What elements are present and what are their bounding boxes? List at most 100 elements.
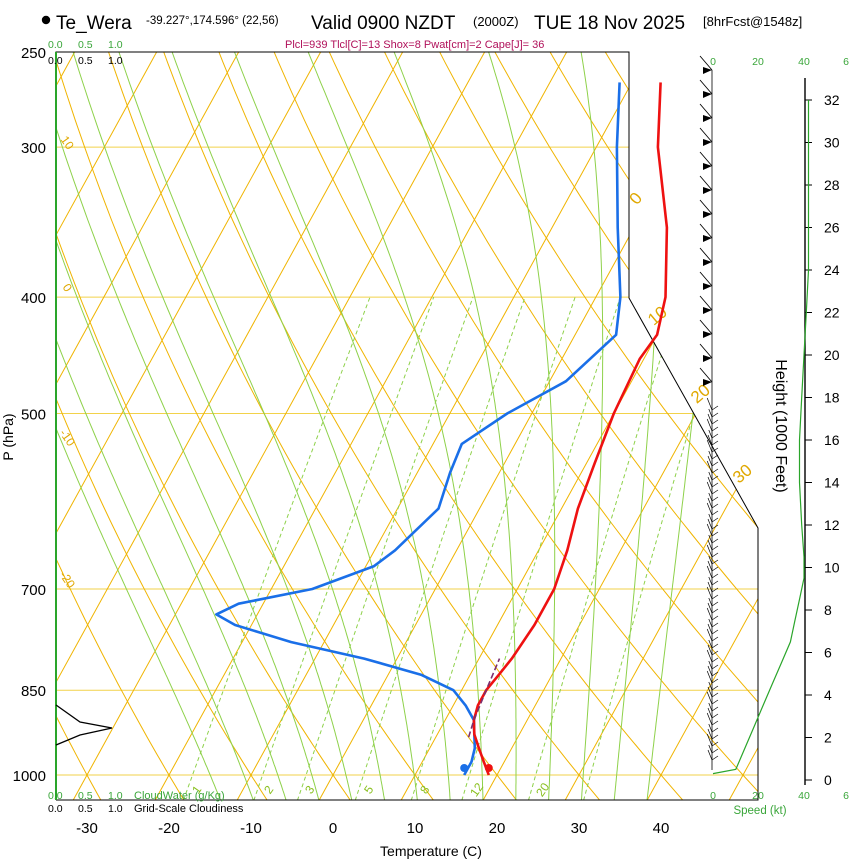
wind-barb	[708, 618, 719, 628]
wind-barb	[706, 649, 719, 663]
isotherm-label: 10	[644, 302, 671, 329]
pressure-tick-250: 250	[21, 45, 46, 62]
isotherm-line	[154, 52, 579, 800]
svg-text:1.0: 1.0	[108, 39, 123, 51]
pressure-axis-title: P (hPa)	[0, 413, 16, 460]
isotherm-line	[318, 52, 743, 800]
wind-barb	[708, 681, 719, 691]
wind-barb	[699, 295, 713, 314]
height-tick-label: 6	[824, 645, 832, 661]
svg-text:40: 40	[798, 790, 810, 802]
height-tick-label: 30	[824, 135, 840, 151]
temperature-tick: -10	[240, 820, 262, 837]
height-tick-label: 0	[824, 772, 832, 788]
moist-adiabat	[66, 52, 353, 800]
wind-barb	[699, 367, 713, 386]
svg-text:0.0: 0.0	[48, 790, 63, 802]
wind-barb	[708, 660, 719, 670]
height-tick-label: 12	[824, 517, 840, 533]
wind-barb	[707, 518, 719, 530]
wind-barb	[708, 744, 719, 754]
pressure-tick-700: 700	[21, 582, 46, 599]
parcel-trace	[467, 658, 501, 738]
moist-adiabat	[613, 52, 663, 800]
wind-barb	[708, 513, 719, 523]
moist-adiabat	[56, 52, 222, 800]
wind-barb	[707, 707, 719, 719]
wind-barb	[706, 460, 719, 474]
isotherm-label: -10	[57, 427, 79, 450]
wind-barb	[707, 560, 719, 572]
cloud-scale-top: 0.0 0.5 1.0 0.0 0.5 1.0	[48, 39, 123, 67]
temperature-tick: 20	[489, 820, 506, 837]
dewpoint-trace	[215, 82, 622, 776]
svg-text:0.5: 0.5	[78, 790, 93, 802]
pressure-tick-850: 850	[21, 683, 46, 700]
height-tick-label: 18	[824, 390, 840, 406]
dry-adiabat	[56, 52, 435, 800]
wind-barb	[708, 723, 719, 733]
wind-barb	[706, 481, 719, 495]
moist-adiabat	[385, 52, 517, 800]
isotherm-line	[56, 52, 169, 800]
temperature-tick: 40	[653, 820, 670, 837]
svg-text:0.0: 0.0	[48, 803, 63, 815]
moist-adiabat	[56, 52, 254, 800]
isotherm-label: 20	[687, 380, 714, 407]
dry-adiabat	[210, 52, 684, 800]
speed-axis-title: Speed (kt)	[733, 805, 786, 817]
dry-adiabat	[373, 52, 758, 800]
temperature-tick: 10	[407, 820, 424, 837]
temperature-tick: -30	[76, 820, 98, 837]
dry-adiabat	[101, 52, 518, 800]
moist-adiabat	[481, 52, 556, 800]
wind-barb	[707, 749, 719, 761]
wind-barb	[699, 55, 713, 74]
wind-barb	[708, 408, 719, 418]
speed-scale-top: 0 20 40 6	[710, 56, 849, 68]
wind-barb	[708, 534, 719, 544]
svg-text:0.0: 0.0	[48, 39, 63, 51]
wind-barb	[707, 455, 719, 467]
isotherm-line	[482, 52, 758, 800]
wind-barb	[699, 151, 713, 170]
dry-adiabat	[56, 52, 351, 800]
wind-barb	[699, 271, 713, 290]
wind-barb	[707, 665, 719, 677]
wind-barb	[699, 319, 713, 338]
mixing-ratio-line	[527, 296, 681, 800]
isotherm-line	[56, 52, 333, 800]
plot-frame	[55, 51, 759, 801]
dry-adiabat	[482, 52, 758, 800]
moist-adiabat	[56, 52, 287, 800]
wind-barb	[706, 628, 719, 642]
height-tick-label: 2	[824, 730, 832, 746]
valid-time: Valid 0900 NZDT	[311, 13, 456, 34]
wind-barb	[708, 471, 719, 481]
pressure-tick-1000: 1000	[13, 768, 46, 785]
svg-text:0: 0	[710, 56, 716, 68]
height-tick-label: 14	[824, 475, 840, 491]
temperature-axis-title: Temperature (C)	[380, 843, 482, 859]
wind-barb	[706, 397, 719, 411]
svg-text:20: 20	[752, 790, 764, 802]
svg-text:Grid-Scale Cloudiness: Grid-Scale Cloudiness	[134, 803, 244, 815]
svg-text:CloudWater (g/Kg): CloudWater (g/Kg)	[134, 790, 225, 802]
dry-adiabat	[155, 52, 601, 800]
wind-barb	[706, 439, 719, 453]
mixing-ratio-label: 3	[302, 783, 317, 797]
mixing-ratio-line	[182, 296, 371, 800]
wind-barb	[707, 623, 719, 635]
wind-barb	[706, 544, 719, 558]
height-tick-label: 22	[824, 305, 840, 321]
wind-barb	[706, 565, 719, 579]
mixing-ratio-line	[410, 296, 576, 800]
station-marker-icon	[41, 15, 51, 25]
moist-adiabat	[225, 52, 451, 800]
wind-barb	[708, 429, 719, 439]
thermo-grid	[56, 52, 758, 800]
isotherm-line	[646, 52, 758, 800]
mixing-ratio-label: 12	[467, 780, 486, 799]
